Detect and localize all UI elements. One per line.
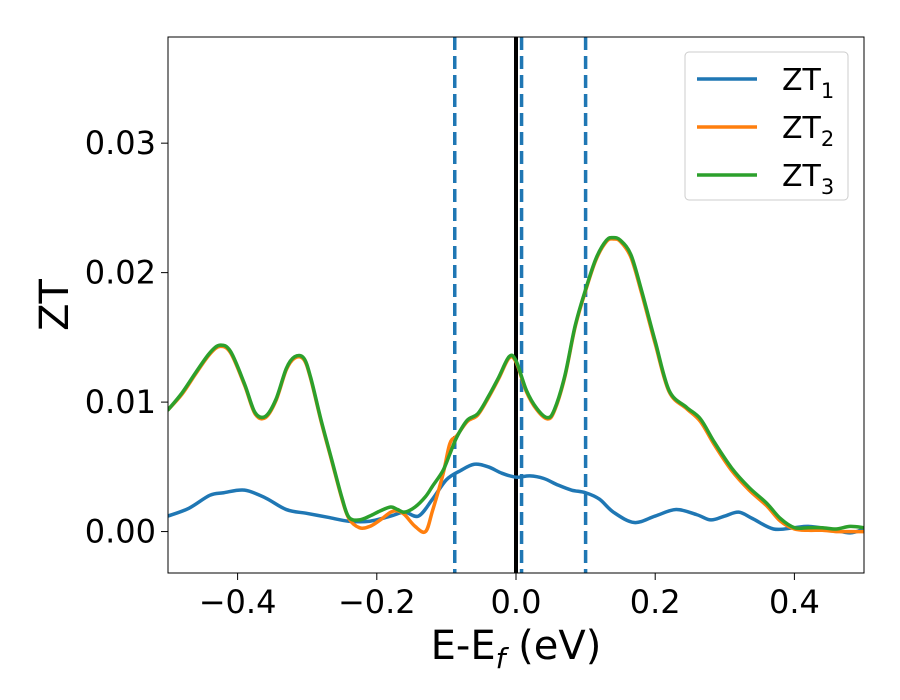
- x-axis-label-main: E-E: [431, 623, 496, 669]
- legend-label: ZT3: [782, 159, 834, 199]
- series-lines: [168, 235, 864, 535]
- y-axis: 0.00 0.01 0.02 0.03: [85, 124, 168, 551]
- x-tick-label: 0.4: [769, 583, 820, 621]
- legend-label-subscript: 2: [821, 127, 834, 151]
- series-line-zt3: [168, 235, 864, 531]
- legend-label-subscript: 3: [821, 175, 834, 199]
- legend-label: ZT1: [782, 63, 834, 103]
- legend-box: [684, 51, 849, 201]
- vertical-markers: [453, 37, 588, 573]
- legend-label-main: ZT: [782, 111, 822, 146]
- x-axis-label: E-Ef (eV): [431, 623, 602, 675]
- y-axis-label: ZT: [32, 279, 78, 331]
- x-axis-label-unit: (eV): [505, 623, 601, 669]
- y-tick-label: 0.01: [85, 383, 156, 421]
- legend-item-zt1: ZT1: [697, 63, 834, 103]
- y-tick-label: 0.03: [85, 124, 156, 162]
- legend-item-zt3: ZT3: [697, 159, 834, 199]
- legend-label-subscript: 1: [821, 79, 834, 103]
- x-tick-label: −0.2: [338, 583, 416, 621]
- legend-label: ZT2: [782, 111, 834, 151]
- legend-label-main: ZT: [782, 63, 822, 98]
- x-tick-label: −0.4: [199, 583, 277, 621]
- y-tick-label: 0.00: [85, 513, 156, 551]
- x-axis: −0.4 −0.2 0.0 0.2 0.4: [199, 573, 820, 621]
- legend-label-main: ZT: [782, 159, 822, 194]
- x-tick-label: 0.0: [491, 583, 542, 621]
- x-tick-label: 0.2: [630, 583, 681, 621]
- series-line-zt1: [168, 462, 864, 535]
- y-tick-label: 0.02: [85, 254, 156, 292]
- legend-item-zt2: ZT2: [697, 111, 834, 151]
